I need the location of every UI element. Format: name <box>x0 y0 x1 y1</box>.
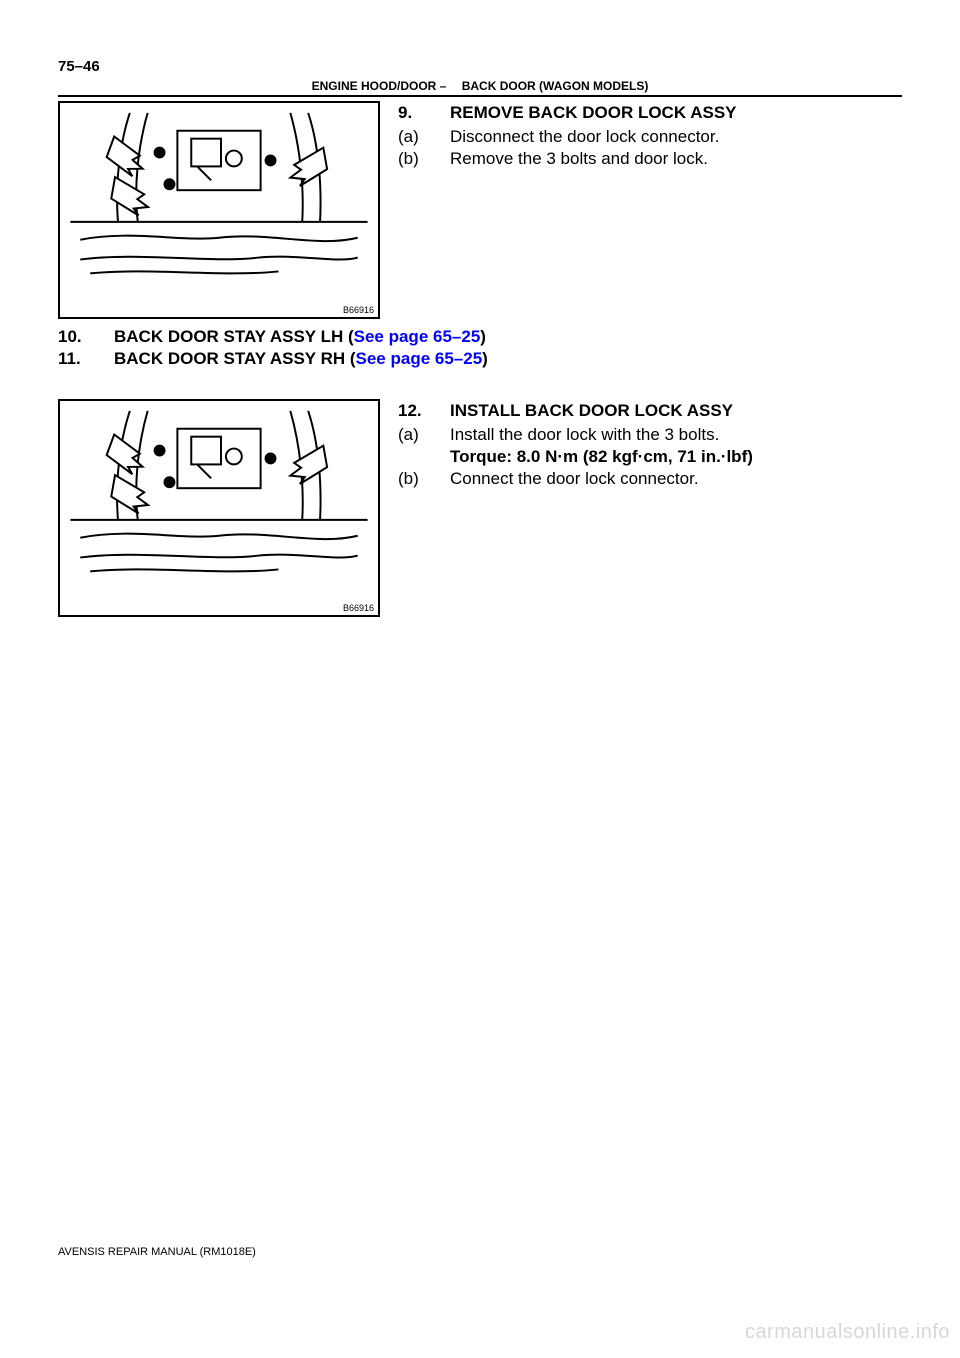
step-9a-label: (a) <box>398 127 432 147</box>
step-11-row: 11. BACK DOOR STAY ASSY RH (See page 65–… <box>58 349 902 369</box>
figure-2-id: B66916 <box>343 603 374 613</box>
step-12-block: B66916 12. INSTALL BACK DOOR LOCK ASSY (… <box>58 399 902 617</box>
step-10-number: 10. <box>58 327 92 347</box>
step-12-title: INSTALL BACK DOOR LOCK ASSY <box>450 401 733 421</box>
header-rule <box>58 95 902 97</box>
section-header: ENGINE HOOD/DOOR – BACK DOOR (WAGON MODE… <box>58 79 902 95</box>
step-12a-label: (a) <box>398 425 432 445</box>
step-11-prefix: BACK DOOR STAY ASSY RH ( <box>114 349 356 368</box>
step-9a-text: Disconnect the door lock connector. <box>450 127 902 147</box>
step-12-number: 12. <box>398 401 432 421</box>
figure-1: B66916 <box>58 101 380 319</box>
step-11-link[interactable]: See page 65–25 <box>356 349 483 368</box>
torque-spacer <box>398 447 432 467</box>
step-11-number: 11. <box>58 349 92 369</box>
section-header-dash: – <box>440 79 449 93</box>
mid-steps: 10. BACK DOOR STAY ASSY LH (See page 65–… <box>58 327 902 369</box>
step-9-title: REMOVE BACK DOOR LOCK ASSY <box>450 103 737 123</box>
section-header-right: BACK DOOR (WAGON MODELS) <box>462 79 649 93</box>
step-9b-text: Remove the 3 bolts and door lock. <box>450 149 902 169</box>
step-12-text: 12. INSTALL BACK DOOR LOCK ASSY (a) Inst… <box>398 399 902 491</box>
step-12b-text: Connect the door lock connector. <box>450 469 902 489</box>
step-10-text: BACK DOOR STAY ASSY LH (See page 65–25) <box>114 327 486 347</box>
figure-1-svg <box>60 103 378 317</box>
figure-1-id: B66916 <box>343 305 374 315</box>
step-10-prefix: BACK DOOR STAY ASSY LH ( <box>114 327 354 346</box>
page-number: 75–46 <box>58 58 902 75</box>
step-10-row: 10. BACK DOOR STAY ASSY LH (See page 65–… <box>58 327 902 347</box>
step-9-text: 9. REMOVE BACK DOOR LOCK ASSY (a) Discon… <box>398 101 902 171</box>
footer-text: AVENSIS REPAIR MANUAL (RM1018E) <box>58 1246 256 1258</box>
step-9-number: 9. <box>398 103 432 123</box>
step-9b-label: (b) <box>398 149 432 169</box>
step-11-text: BACK DOOR STAY ASSY RH (See page 65–25) <box>114 349 488 369</box>
figure-2-svg <box>60 401 378 615</box>
step-9-block: B66916 9. REMOVE BACK DOOR LOCK ASSY (a)… <box>58 101 902 319</box>
step-12b-label: (b) <box>398 469 432 489</box>
watermark: carmanualsonline.info <box>745 1321 950 1344</box>
step-11-suffix: ) <box>482 349 488 368</box>
step-12a-text: Install the door lock with the 3 bolts. <box>450 425 902 445</box>
step-10-suffix: ) <box>480 327 486 346</box>
step-12-torque: Torque: 8.0 N·m (82 kgf·cm, 71 in.·lbf) <box>450 447 902 467</box>
figure-2: B66916 <box>58 399 380 617</box>
section-header-left: ENGINE HOOD/DOOR <box>312 79 437 93</box>
step-10-link[interactable]: See page 65–25 <box>354 327 481 346</box>
